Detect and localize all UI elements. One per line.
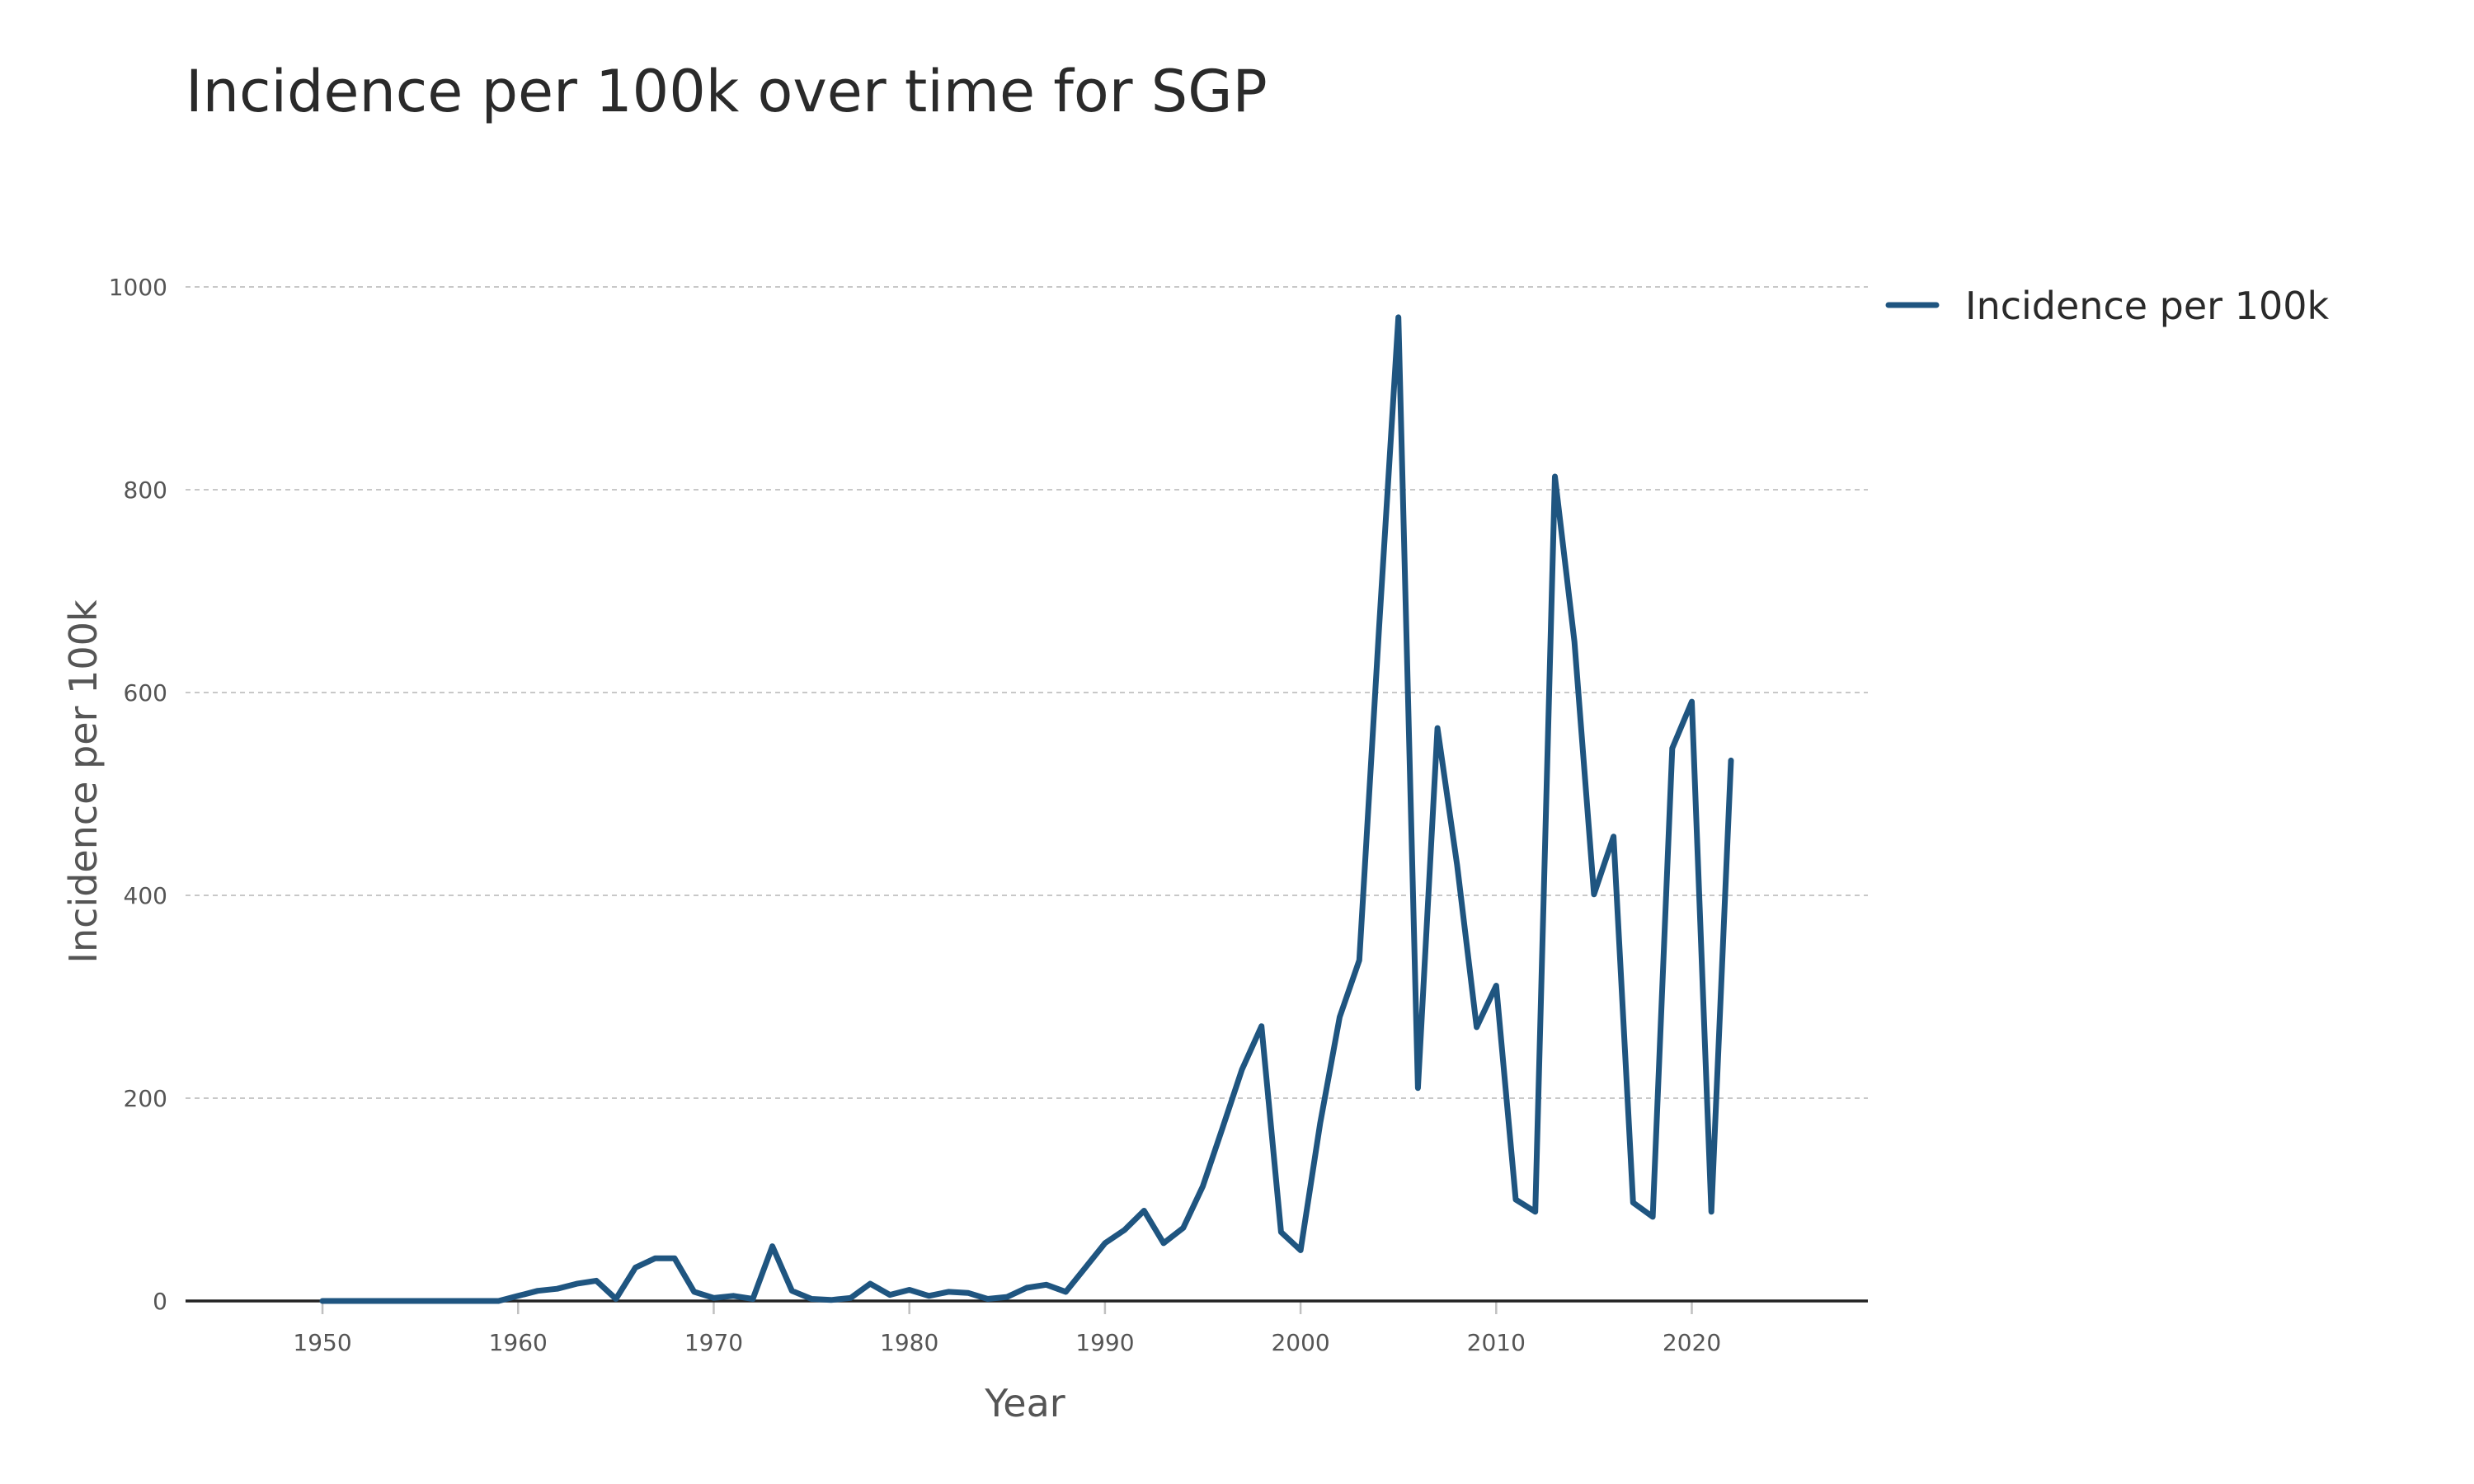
y-axis-title: Incidence per 100k: [61, 599, 106, 963]
y-tick-label: 200: [124, 1085, 167, 1112]
x-tick-label: 2010: [1467, 1329, 1526, 1356]
x-tick-label: 1980: [880, 1329, 938, 1356]
y-tick-label: 600: [124, 679, 167, 707]
y-tick-label: 0: [153, 1288, 167, 1315]
chart-title: Incidence per 100k over time for SGP: [186, 58, 1268, 125]
x-tick-label: 1950: [293, 1329, 351, 1356]
y-tick-label: 800: [124, 477, 167, 504]
legend[interactable]: Incidence per 100k: [1885, 284, 2329, 328]
y-tick-label: 1000: [109, 274, 167, 301]
x-tick-label: 2020: [1663, 1329, 1721, 1356]
x-axis-title: Year: [984, 1381, 1065, 1425]
x-tick-label: 1970: [684, 1329, 743, 1356]
x-tick-label: 1990: [1075, 1329, 1134, 1356]
series-layer: [319, 314, 1734, 1304]
legend-label: Incidence per 100k: [1965, 284, 2329, 328]
series-line: [319, 314, 1734, 1304]
gridlines: [186, 286, 1868, 1099]
x-tick-label: 1960: [489, 1329, 548, 1356]
y-tick-label: 400: [124, 882, 167, 909]
y-axis-ticks: 0 200 400 600 800 1000: [109, 274, 167, 1315]
x-axis-ticks: 1950 1960 1970 1980 1990 2000 2010 2020: [293, 1301, 1721, 1356]
x-tick-label: 2000: [1271, 1329, 1329, 1356]
